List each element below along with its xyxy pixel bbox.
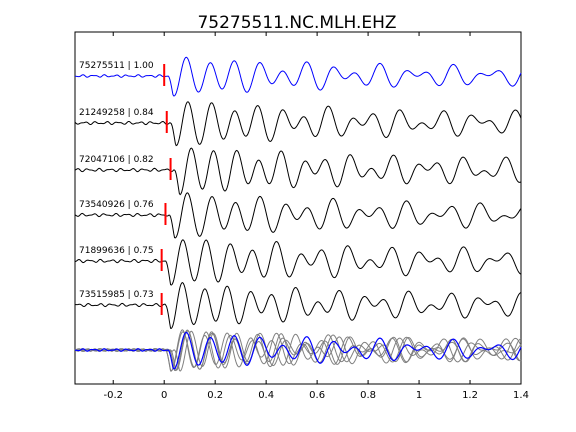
x-tick-label: 0.2 [207,390,223,401]
x-tick-label: 0.6 [309,390,325,401]
trace-label: 73540926 | 0.76 [79,200,154,210]
x-tick-label: 0 [161,390,167,401]
trace-waveform [74,282,522,329]
trace-group: 75275511 | 1.00 21249258 | 0.84 72047106 |… [74,56,522,329]
x-tick-label: 1 [416,390,422,401]
x-tick-label: -0.2 [103,390,123,401]
x-tick-label: 1.2 [462,390,478,401]
trace-label: 21249258 | 0.84 [79,108,154,118]
trace-label: 72047106 | 0.82 [79,155,154,165]
trace-waveform [74,56,522,97]
trace-waveform [74,147,522,196]
trace-label: 73515985 | 0.73 [79,290,154,300]
x-tick-label: 0.4 [258,390,274,401]
overlay-waveform [74,329,522,372]
trace-waveform [74,101,522,147]
trace-waveform [74,192,522,239]
overlay-master-waveform [74,331,522,370]
trace-label: 71899636 | 0.75 [79,246,154,256]
x-axis: -0.2 0 0.2 0.4 0.6 0.8 1 1.2 1.4 [103,32,529,401]
trace-label: 75275511 | 1.00 [79,61,154,71]
chart-title: 75275511.NC.MLH.EHZ [197,13,396,33]
overlay-stack [74,329,522,372]
x-tick-label: 1.4 [513,390,529,401]
trace-waveform [74,239,522,286]
x-tick-label: 0.8 [360,390,376,401]
axes-frame [74,31,522,385]
